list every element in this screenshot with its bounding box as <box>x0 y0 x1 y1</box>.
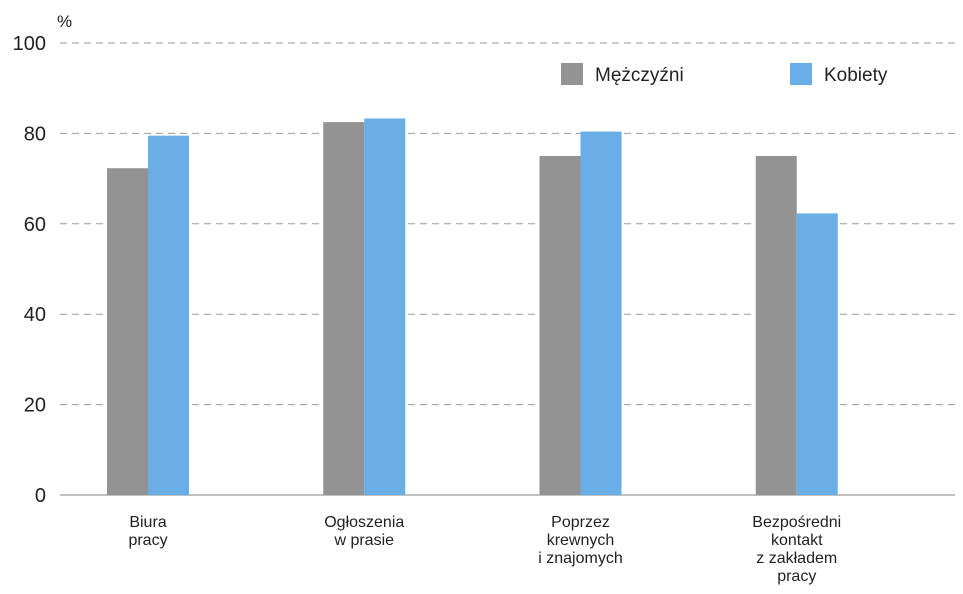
y-tick-label: 0 <box>35 485 46 507</box>
bar <box>364 118 406 495</box>
bar <box>539 156 581 495</box>
x-category-label: Poprzez <box>551 514 610 531</box>
x-category-label: Biura <box>129 514 166 531</box>
x-category-label: pracy <box>777 568 816 585</box>
bar <box>580 131 622 496</box>
x-category-label: z zakładem <box>756 550 837 567</box>
y-tick-label: 40 <box>24 304 46 326</box>
y-tick-label: 60 <box>24 214 46 236</box>
legend-swatch <box>790 63 812 85</box>
x-category-label: Ogłoszenia <box>324 514 404 531</box>
bar <box>323 122 365 495</box>
x-category-label: i znajomych <box>538 550 622 567</box>
bar <box>107 168 148 496</box>
legend: Mężczyźni Kobiety <box>561 63 888 86</box>
y-tick-label: 20 <box>24 395 46 417</box>
x-category-label: w prasie <box>333 532 394 549</box>
bar <box>755 156 797 495</box>
x-category-label: Bezpośredni <box>752 514 841 531</box>
legend-label: Kobiety <box>824 65 888 86</box>
x-category-label: krewnych <box>547 532 615 549</box>
y-axis-ticks: 0 20 40 60 80 100 <box>13 33 46 507</box>
x-category-label: pracy <box>128 532 167 549</box>
bars <box>107 118 838 496</box>
legend-swatch <box>561 63 583 85</box>
y-tick-label: 80 <box>24 123 46 145</box>
legend-label: Mężczyźni <box>595 65 684 86</box>
y-tick-label: 100 <box>13 33 46 55</box>
bar <box>796 213 838 496</box>
x-category-label: kontakt <box>771 532 823 549</box>
bar <box>148 135 189 495</box>
y-axis-unit-label: % <box>57 12 72 31</box>
